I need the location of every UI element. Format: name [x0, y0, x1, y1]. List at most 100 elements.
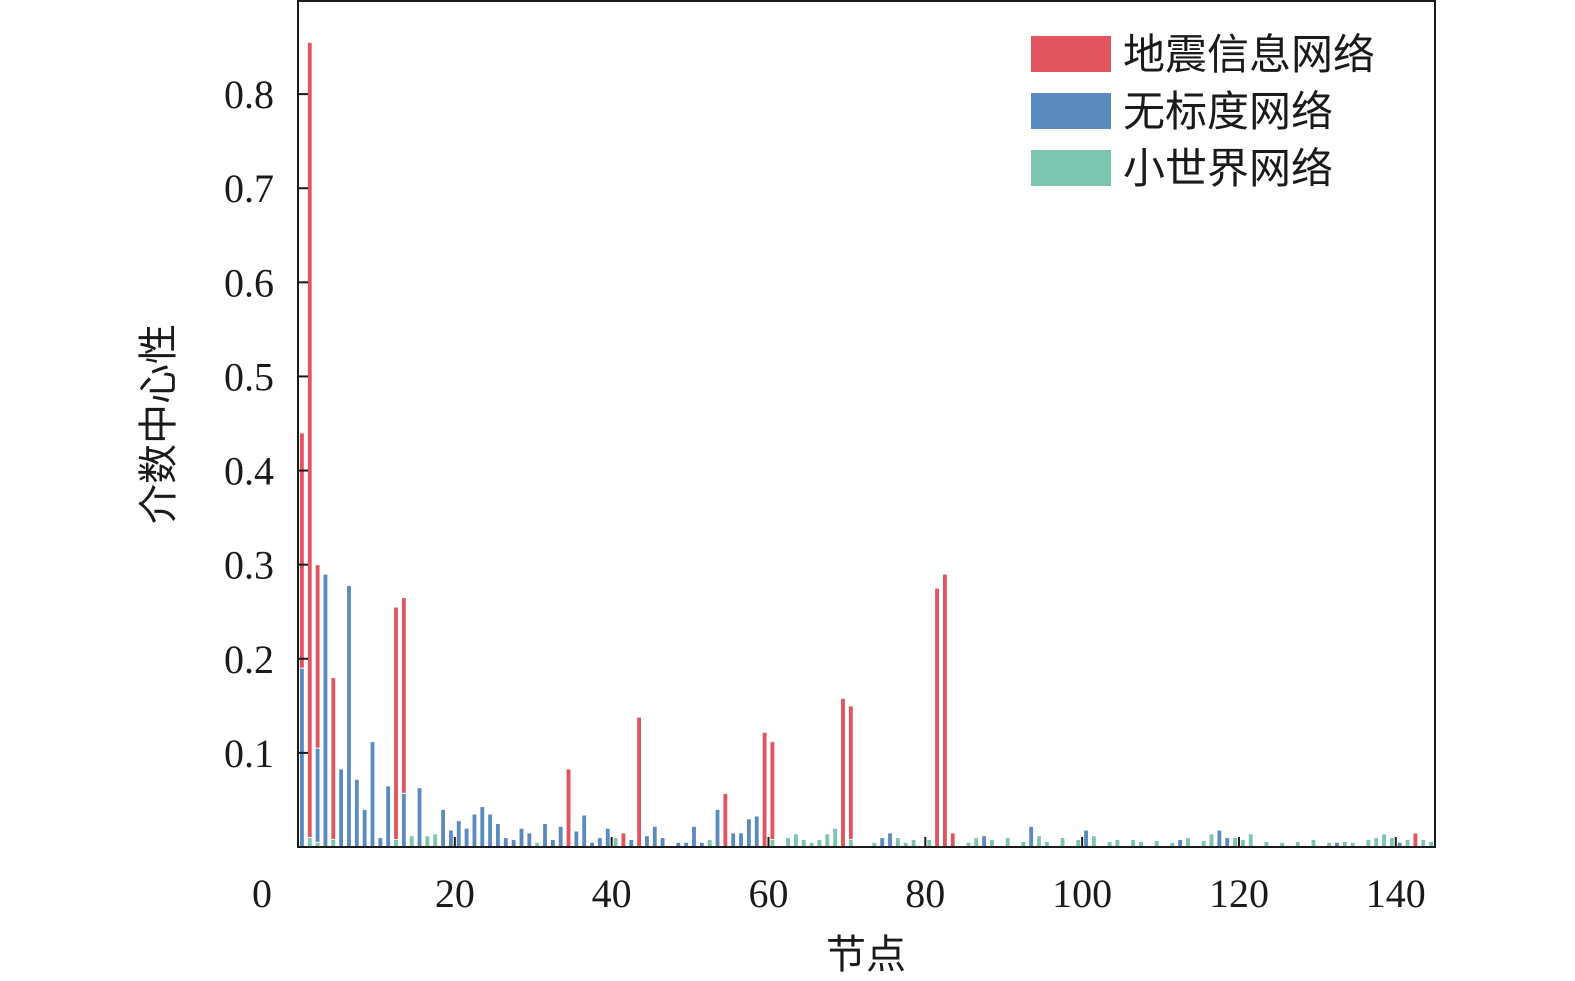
bar-series-2-node-143: [1420, 838, 1427, 848]
bar-series-2-node-116: [1208, 833, 1215, 848]
bar-series-1-node-87: [981, 835, 988, 848]
bar-series-1-node-39: [604, 827, 611, 848]
bar-series-0-node-82: [941, 573, 948, 848]
bar-series-2-node-90: [1004, 837, 1011, 848]
bar-series-1-node-31: [542, 822, 548, 848]
y-tick-label-0.7: 0.7: [224, 166, 274, 211]
bar-series-2-node-1: [306, 837, 313, 848]
y-tick-label-0.1: 0.1: [224, 731, 274, 776]
bar-series-2-node-136: [1365, 838, 1372, 848]
bar-series-1-node-117: [1216, 829, 1223, 848]
bar-series-1-node-35: [573, 830, 580, 848]
bar-series-1-node-27: [510, 838, 517, 848]
legend-swatch-scale-free-network: [1031, 93, 1111, 129]
bar-series-1-node-57: [745, 818, 752, 848]
bar-series-0-node-1: [306, 41, 313, 848]
bar-series-1-node-53: [714, 808, 721, 848]
x-tick-label-80: 80: [905, 871, 945, 916]
bar-series-1-node-8: [361, 808, 368, 848]
bar-series-1-node-20: [455, 820, 462, 848]
bar-series-2-node-120: [1239, 838, 1246, 848]
bar-series-2-node-121: [1247, 833, 1254, 848]
bar-series-2-node-70: [847, 838, 854, 848]
bar-series-2-node-67: [824, 833, 831, 848]
ticks-group: 0 20 40 60 80 100 120 140 0.1 0.2 0.3 0.4 0.5 0.6 0.7 0…: [224, 72, 1426, 916]
bar-series-1-node-42: [628, 838, 635, 848]
bar-series-2-node-64: [800, 838, 807, 848]
bar-series-2-node-62: [785, 837, 792, 848]
bar-series-1-node-38: [596, 837, 603, 848]
bar-series-1-node-45: [651, 825, 658, 848]
bar-series-1-node-0: [298, 667, 305, 848]
bar-series-0-node-81: [934, 587, 941, 848]
y-tick-label-0.5: 0.5: [224, 354, 274, 399]
legend-swatch-earthquake-network: [1031, 36, 1111, 72]
bar-series-1-node-44: [644, 835, 650, 848]
bar-series-1-node-2: [314, 747, 321, 848]
bar-series-1-node-112: [1177, 838, 1184, 848]
bar-series-1-node-36: [581, 814, 588, 848]
bar-series-0-node-142: [1412, 832, 1419, 848]
legend-swatch-small-world-network: [1031, 150, 1111, 186]
bar-series-1-node-6: [346, 584, 352, 848]
bar-series-1-node-32: [549, 838, 556, 848]
bar-series-1-node-3: [322, 573, 329, 848]
bar-series-1-node-74: [879, 837, 886, 848]
bar-series-1-node-55: [730, 832, 737, 848]
bar-series-0-node-4: [330, 677, 337, 848]
bar-series-2-node-113: [1185, 837, 1191, 848]
bar-series-2-node-101: [1090, 835, 1097, 848]
bar-series-0-node-83: [949, 832, 956, 848]
bar-series-2-node-137: [1373, 837, 1380, 848]
bar-series-2-node-78: [910, 838, 917, 848]
bar-series-2-node-63: [793, 833, 799, 848]
bar-series-2-node-12: [393, 838, 399, 848]
bar-series-2-node-80: [926, 838, 933, 848]
bar-series-2-node-68: [832, 827, 839, 848]
legend: 地震信息网络 无标度网络 小世界网络: [1031, 30, 1375, 193]
bar-series-2-node-104: [1114, 838, 1121, 848]
bar-series-1-node-118: [1224, 837, 1231, 848]
bar-series-1-node-10: [377, 837, 384, 848]
bar-series-2-node-106: [1130, 838, 1137, 848]
bar-series-2-node-14: [408, 835, 415, 848]
x-tick-label-20: 20: [435, 871, 475, 916]
y-tick-label-0.2: 0.2: [224, 637, 274, 682]
y-tick-label-0.8: 0.8: [224, 72, 274, 117]
bar-series-2-node-129: [1310, 838, 1317, 848]
bar-series-1-node-24: [487, 813, 494, 848]
legend-label-small-world-network: 小世界网络: [1123, 144, 1333, 193]
bar-series-1-node-50: [691, 825, 697, 848]
bar-series-2-node-17: [432, 833, 439, 848]
bar-series-1-node-26: [502, 837, 509, 848]
bar-series-2-node-76: [894, 837, 901, 848]
bar-series-2-node-86: [973, 837, 980, 848]
x-axis-label: 节点: [826, 932, 906, 978]
bar-series-0-node-41: [620, 832, 627, 848]
bar-series-1-node-15: [416, 787, 423, 848]
bar-series-1-node-13: [400, 792, 407, 848]
bar-series-1-node-28: [518, 827, 525, 848]
x-tick-label-60: 60: [748, 871, 788, 916]
bar-series-2-node-60: [769, 838, 776, 848]
bar-series-1-node-9: [369, 741, 376, 848]
bar-series-2-node-141: [1404, 838, 1411, 848]
y-tick-label-0.4: 0.4: [224, 449, 274, 494]
bar-series-2-node-99: [1075, 838, 1082, 848]
bar-series-1-node-19: [447, 829, 454, 848]
bar-series-1-node-18: [440, 808, 446, 848]
bar-series-0-node-60: [769, 741, 776, 848]
bar-series-1-node-75: [887, 832, 893, 848]
bar-series-1-node-29: [526, 832, 533, 848]
bar-series-0-node-54: [722, 792, 729, 848]
legend-label-earthquake-network: 地震信息网络: [1123, 30, 1375, 79]
bar-series-1-node-22: [471, 813, 478, 848]
bar-series-1-node-58: [753, 815, 760, 848]
bar-series-2-node-66: [816, 838, 823, 848]
bar-series-1-node-21: [463, 827, 470, 848]
bar-series-0-node-34: [565, 768, 572, 848]
bar-series-2-node-138: [1381, 833, 1387, 848]
bar-series-1-node-11: [385, 785, 392, 848]
bar-series-1-node-100: [1083, 829, 1089, 848]
